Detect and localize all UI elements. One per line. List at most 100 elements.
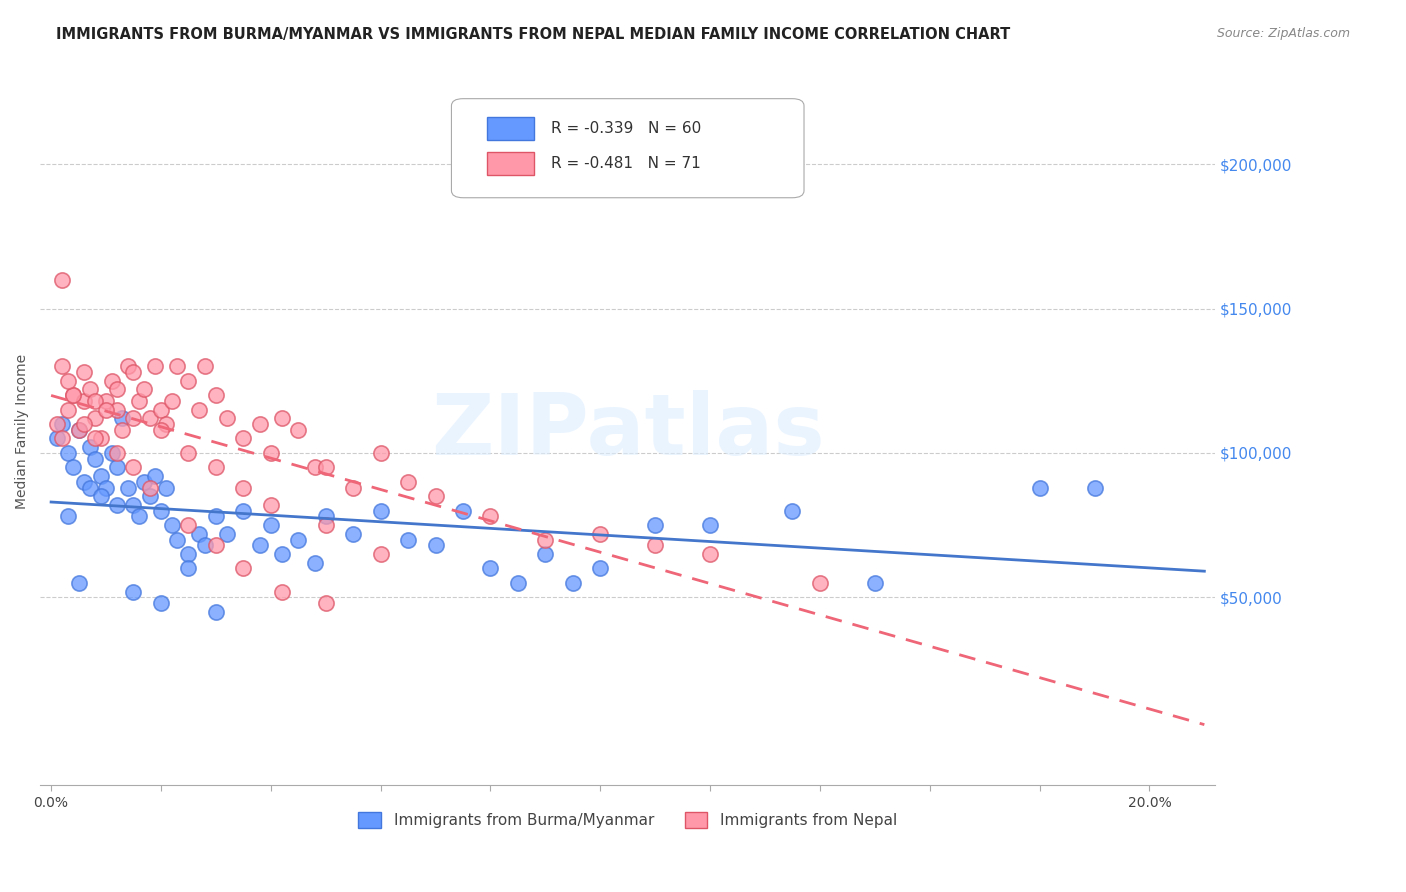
Point xyxy=(122,365,145,379)
Point xyxy=(117,359,139,374)
Point xyxy=(425,489,447,503)
Point xyxy=(260,518,283,533)
Point xyxy=(62,460,84,475)
Point xyxy=(166,359,188,374)
Point xyxy=(160,393,183,408)
Legend: Immigrants from Burma/Myanmar, Immigrants from Nepal: Immigrants from Burma/Myanmar, Immigrant… xyxy=(353,805,903,834)
Point xyxy=(100,374,122,388)
Point xyxy=(370,446,392,460)
Point xyxy=(89,489,111,503)
Point xyxy=(105,460,128,475)
Point xyxy=(315,518,337,533)
Point xyxy=(342,481,364,495)
Point xyxy=(128,509,150,524)
Point xyxy=(205,509,228,524)
Point xyxy=(73,475,96,489)
Point xyxy=(166,533,188,547)
Point xyxy=(145,469,167,483)
Point xyxy=(304,460,326,475)
Point xyxy=(100,446,122,460)
Point xyxy=(782,504,804,518)
Point xyxy=(134,475,156,489)
Point xyxy=(232,481,254,495)
Point xyxy=(188,526,211,541)
Point xyxy=(160,518,183,533)
Point xyxy=(79,440,101,454)
Point xyxy=(287,423,309,437)
Point xyxy=(51,417,73,431)
Point xyxy=(644,538,666,552)
Point xyxy=(396,533,419,547)
Point xyxy=(396,475,419,489)
Point xyxy=(105,498,128,512)
Point xyxy=(425,538,447,552)
Point xyxy=(67,423,90,437)
Point xyxy=(232,432,254,446)
Point xyxy=(51,359,73,374)
Text: R = -0.481   N = 71: R = -0.481 N = 71 xyxy=(551,156,702,171)
Point xyxy=(699,518,721,533)
Point xyxy=(188,402,211,417)
Point xyxy=(287,533,309,547)
Point xyxy=(105,446,128,460)
Point xyxy=(73,365,96,379)
Point xyxy=(122,584,145,599)
Point xyxy=(589,526,612,541)
Point xyxy=(194,359,217,374)
Point xyxy=(45,432,67,446)
Point xyxy=(122,411,145,425)
Point xyxy=(56,509,79,524)
Point xyxy=(56,374,79,388)
FancyBboxPatch shape xyxy=(486,117,534,140)
Point xyxy=(270,411,292,425)
Point xyxy=(67,575,90,590)
Point xyxy=(94,393,117,408)
Point xyxy=(205,388,228,402)
Point xyxy=(370,547,392,561)
Point xyxy=(73,393,96,408)
Point xyxy=(249,538,271,552)
Point xyxy=(451,504,474,518)
Point xyxy=(56,446,79,460)
Text: R = -0.339   N = 60: R = -0.339 N = 60 xyxy=(551,121,702,136)
Point xyxy=(122,460,145,475)
Point xyxy=(94,481,117,495)
Point xyxy=(205,605,228,619)
Point xyxy=(177,561,200,575)
FancyBboxPatch shape xyxy=(486,153,534,175)
Point xyxy=(177,446,200,460)
FancyBboxPatch shape xyxy=(451,99,804,198)
Point xyxy=(111,423,134,437)
Point xyxy=(139,411,162,425)
Point xyxy=(215,411,238,425)
Point xyxy=(128,393,150,408)
Point xyxy=(232,504,254,518)
Point xyxy=(155,417,177,431)
Point xyxy=(117,481,139,495)
Point xyxy=(84,451,107,466)
Point xyxy=(51,272,73,286)
Point xyxy=(249,417,271,431)
Point xyxy=(111,411,134,425)
Point xyxy=(534,547,557,561)
Point xyxy=(315,596,337,610)
Point xyxy=(45,417,67,431)
Y-axis label: Median Family Income: Median Family Income xyxy=(15,354,30,508)
Point xyxy=(139,481,162,495)
Point xyxy=(89,469,111,483)
Point xyxy=(270,584,292,599)
Point xyxy=(94,402,117,417)
Point xyxy=(863,575,886,590)
Point xyxy=(56,402,79,417)
Point xyxy=(139,489,162,503)
Point xyxy=(232,561,254,575)
Point xyxy=(304,556,326,570)
Point xyxy=(155,481,177,495)
Point xyxy=(177,518,200,533)
Point xyxy=(67,423,90,437)
Point xyxy=(506,575,529,590)
Point xyxy=(89,432,111,446)
Point xyxy=(589,561,612,575)
Point xyxy=(205,460,228,475)
Point xyxy=(62,388,84,402)
